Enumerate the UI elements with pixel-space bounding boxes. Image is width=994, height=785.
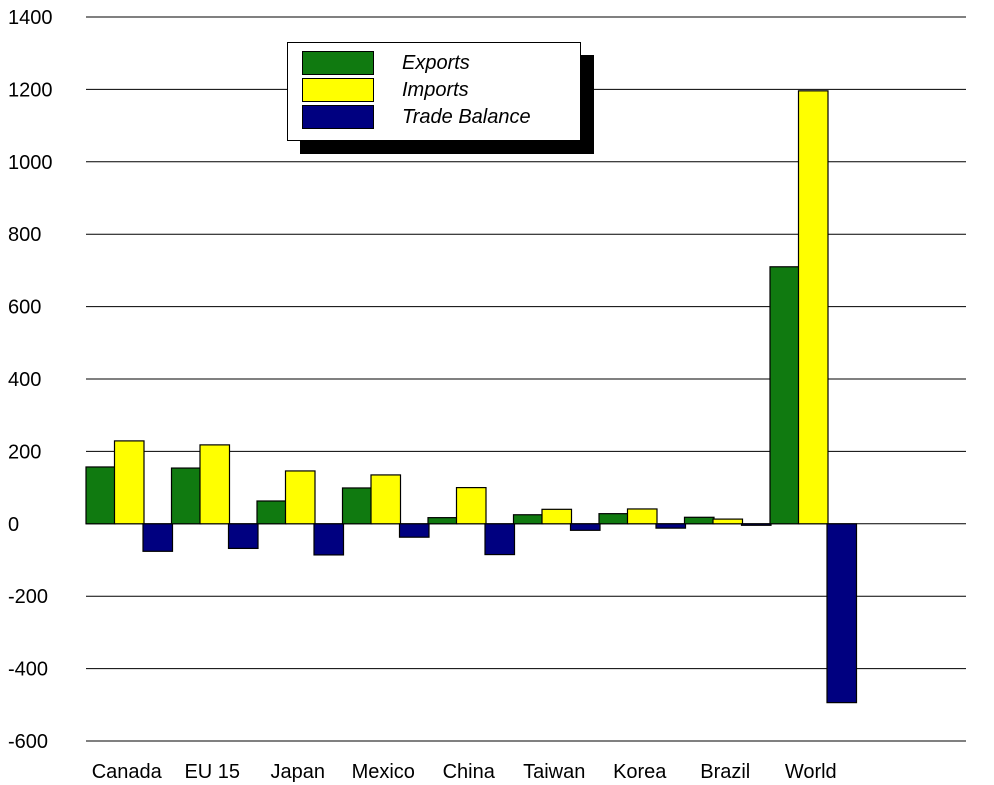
bar-imports [797,90,829,525]
legend-swatch-trade-balance [302,105,374,129]
y-tick-label: 400 [8,369,41,391]
bar-trade-balance [142,523,174,552]
legend-swatch-imports [302,78,374,102]
legend-label-trade-balance: Trade Balance [402,105,531,128]
y-tick-label: 200 [8,441,41,463]
bar-trade-balance [655,523,687,529]
legend-label-exports: Exports [402,51,470,74]
bar-exports [512,514,544,525]
bar-imports [284,470,316,525]
bar-exports [85,466,117,525]
bar-trade-balance [569,523,601,531]
y-tick-label: -200 [8,586,48,608]
legend: Exports Imports Trade Balance [287,42,581,141]
bar-imports [712,518,744,525]
bar-imports [370,474,402,525]
bar-imports [113,440,145,525]
bar-exports [341,487,373,525]
bars [85,90,858,704]
y-tick-label: 800 [8,224,41,246]
y-tick-label: -600 [8,731,48,753]
bar-trade-balance [313,523,345,556]
y-tick-label: 1200 [8,79,53,101]
bar-imports [626,508,658,525]
legend-item-exports: Exports [302,51,470,75]
bar-trade-balance [484,523,516,556]
x-category-label: EU 15 [184,761,240,783]
y-tick-label: 1000 [8,152,53,174]
x-category-label: Canada [92,761,163,783]
bar-exports [427,517,459,525]
y-axis-ticks: 1400 1200 1000 800 600 400 200 0 -200 -400 -600 [8,7,53,753]
x-category-label: Korea [613,761,667,783]
bar-exports [256,500,288,525]
bar-trade-balance [740,523,772,526]
bar-exports [170,467,202,525]
gridlines [86,16,966,742]
y-tick-label: 1400 [8,7,53,29]
x-category-label: Brazil [700,761,750,783]
y-tick-label: 600 [8,297,41,319]
legend-label-imports: Imports [402,78,469,101]
y-tick-label: -400 [8,659,48,681]
bar-exports [683,516,715,525]
bar-imports [541,508,573,525]
x-category-label: Japan [271,761,326,783]
legend-swatch-exports [302,51,374,75]
x-category-label: World [785,761,837,783]
x-category-label: Taiwan [523,761,585,783]
x-axis-categories: Canada EU 15 Japan Mexico China Taiwan Korea Br… [92,761,837,783]
bar-trade-balance [398,523,430,538]
bar-imports [199,444,231,525]
y-tick-label: 0 [8,514,19,536]
bar-trade-balance [826,523,858,704]
bar-imports [455,487,487,525]
legend-item-imports: Imports [302,78,469,102]
x-category-label: Mexico [352,761,415,783]
bar-trade-balance [227,523,259,550]
bar-exports [769,266,801,525]
legend-item-trade-balance: Trade Balance [302,105,531,129]
x-category-label: China [443,761,496,783]
bar-exports [598,513,630,525]
